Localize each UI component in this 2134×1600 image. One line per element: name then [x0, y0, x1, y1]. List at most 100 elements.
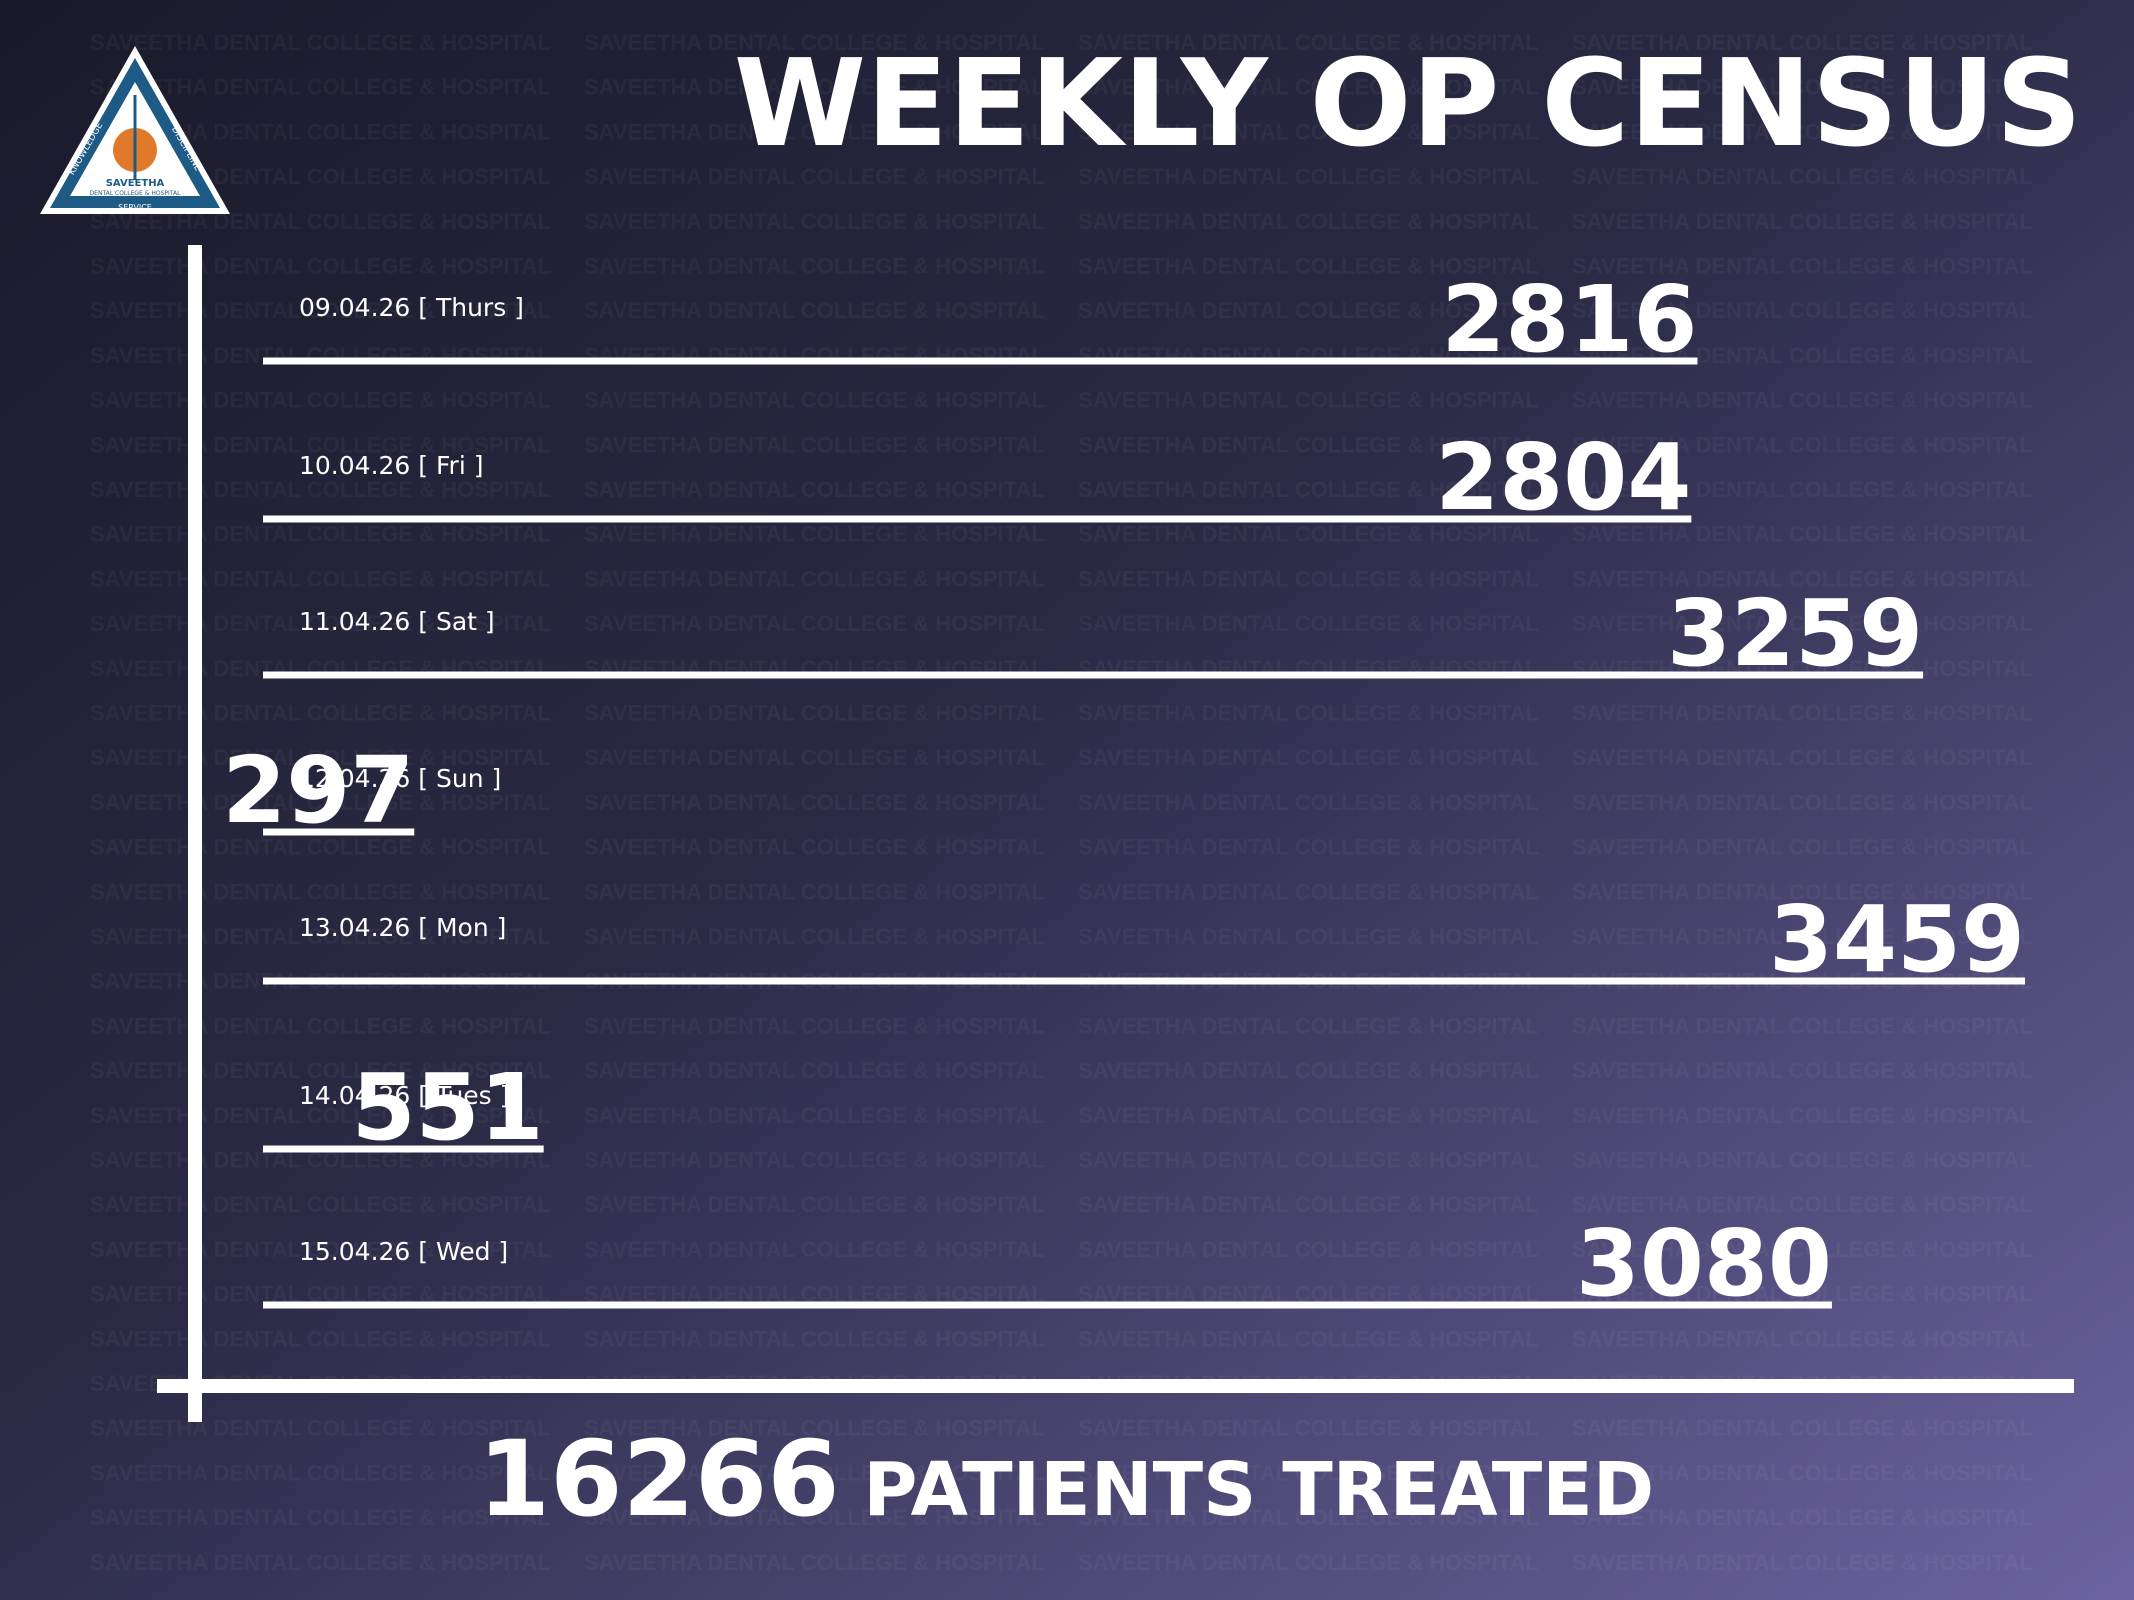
watermark: SAVEETHA DENTAL COLLEGE & HOSPITAL — [584, 119, 1045, 144]
category-label: 13.04.26 [ Mon ] — [299, 913, 506, 942]
watermark: SAVEETHA DENTAL COLLEGE & HOSPITAL — [1572, 1148, 2033, 1173]
watermark: SAVEETHA DENTAL COLLEGE & HOSPITAL — [1572, 1326, 2033, 1351]
watermark: SAVEETHA DENTAL COLLEGE & HOSPITAL — [1572, 254, 2033, 279]
watermark: SAVEETHA DENTAL COLLEGE & HOSPITAL — [584, 432, 1045, 457]
watermark: SAVEETHA DENTAL COLLEGE & HOSPITAL — [1572, 879, 2033, 904]
watermark: SAVEETHA DENTAL COLLEGE & HOSPITAL — [1078, 879, 1539, 904]
watermark: SAVEETHA DENTAL COLLEGE & HOSPITAL — [1572, 835, 2033, 860]
watermark: SAVEETHA DENTAL COLLEGE & HOSPITAL — [1572, 432, 2033, 457]
watermark: SAVEETHA DENTAL COLLEGE & HOSPITAL — [1572, 1192, 2033, 1217]
watermark: SAVEETHA DENTAL COLLEGE & HOSPITAL — [1078, 254, 1539, 279]
watermark: SAVEETHA DENTAL COLLEGE & HOSPITAL — [90, 1237, 551, 1262]
watermark: SAVEETHA DENTAL COLLEGE & HOSPITAL — [584, 1460, 1045, 1485]
watermark: SAVEETHA DENTAL COLLEGE & HOSPITAL — [90, 745, 551, 770]
watermark: SAVEETHA DENTAL COLLEGE & HOSPITAL — [1572, 1505, 2033, 1530]
watermark: SAVEETHA DENTAL COLLEGE & HOSPITAL — [1078, 1505, 1539, 1530]
watermark: SAVEETHA DENTAL COLLEGE & HOSPITAL — [584, 790, 1045, 815]
watermark: SAVEETHA DENTAL COLLEGE & HOSPITAL — [90, 1103, 551, 1128]
watermark: SAVEETHA DENTAL COLLEGE & HOSPITAL — [90, 924, 551, 949]
value-label: 297 — [222, 737, 414, 844]
watermark: SAVEETHA DENTAL COLLEGE & HOSPITAL — [584, 298, 1045, 323]
watermark: SAVEETHA DENTAL COLLEGE & HOSPITAL — [90, 1058, 551, 1083]
watermark: SAVEETHA DENTAL COLLEGE & HOSPITAL — [1572, 522, 2033, 547]
watermark: SAVEETHA DENTAL COLLEGE & HOSPITAL — [584, 924, 1045, 949]
watermark: SAVEETHA DENTAL COLLEGE & HOSPITAL — [584, 879, 1045, 904]
watermark: SAVEETHA DENTAL COLLEGE & HOSPITAL — [584, 701, 1045, 726]
watermark: SAVEETHA DENTAL COLLEGE & HOSPITAL — [1572, 1237, 2033, 1262]
watermark: SAVEETHA DENTAL COLLEGE & HOSPITAL — [1572, 209, 2033, 234]
category-label: 09.04.26 [ Thurs ] — [299, 293, 524, 322]
watermark: SAVEETHA DENTAL COLLEGE & HOSPITAL — [90, 701, 551, 726]
category-label: 14.04.26 [ Tues ] — [299, 1081, 509, 1110]
watermark: SAVEETHA DENTAL COLLEGE & HOSPITAL — [90, 611, 551, 636]
logo-subname: DENTAL COLLEGE & HOSPITAL — [90, 190, 182, 197]
watermark: SAVEETHA DENTAL COLLEGE & HOSPITAL — [1572, 924, 2033, 949]
watermark: SAVEETHA DENTAL COLLEGE & HOSPITAL — [90, 1326, 551, 1351]
watermark: SAVEETHA DENTAL COLLEGE & HOSPITAL — [1078, 1103, 1539, 1128]
watermark: SAVEETHA DENTAL COLLEGE & HOSPITAL — [584, 477, 1045, 502]
watermark: SAVEETHA DENTAL COLLEGE & HOSPITAL — [584, 254, 1045, 279]
watermark: SAVEETHA DENTAL COLLEGE & HOSPITAL — [1572, 611, 2033, 636]
watermark: SAVEETHA DENTAL COLLEGE & HOSPITAL — [1572, 30, 2033, 55]
watermark: SAVEETHA DENTAL COLLEGE & HOSPITAL — [1572, 298, 2033, 323]
watermark: SAVEETHA DENTAL COLLEGE & HOSPITAL — [1572, 701, 2033, 726]
value-label: 3080 — [1576, 1210, 1832, 1317]
watermark: SAVEETHA DENTAL COLLEGE & HOSPITAL — [90, 1550, 551, 1575]
watermark: SAVEETHA DENTAL COLLEGE & HOSPITAL — [1078, 164, 1539, 189]
watermark: SAVEETHA DENTAL COLLEGE & HOSPITAL — [1078, 209, 1539, 234]
watermark: SAVEETHA DENTAL COLLEGE & HOSPITAL — [90, 1013, 551, 1038]
watermark: SAVEETHA DENTAL COLLEGE & HOSPITAL — [1572, 164, 2033, 189]
watermark: SAVEETHA DENTAL COLLEGE & HOSPITAL — [1078, 1550, 1539, 1575]
watermark: SAVEETHA DENTAL COLLEGE & HOSPITAL — [1078, 388, 1539, 413]
watermark: SAVEETHA DENTAL COLLEGE & HOSPITAL — [584, 611, 1045, 636]
logo-name: SAVEETHA — [106, 178, 165, 189]
watermark: SAVEETHA DENTAL COLLEGE & HOSPITAL — [90, 1416, 551, 1441]
watermark: SAVEETHA DENTAL COLLEGE & HOSPITAL — [1078, 477, 1539, 502]
category-label: 10.04.26 [ Fri ] — [299, 451, 483, 480]
watermark: SAVEETHA DENTAL COLLEGE & HOSPITAL — [1572, 388, 2033, 413]
value-label: 2816 — [1441, 266, 1697, 373]
watermark: SAVEETHA DENTAL COLLEGE & HOSPITAL — [584, 1550, 1045, 1575]
watermark: SAVEETHA DENTAL COLLEGE & HOSPITAL — [584, 164, 1045, 189]
watermark: SAVEETHA DENTAL COLLEGE & HOSPITAL — [584, 566, 1045, 591]
watermark: SAVEETHA DENTAL COLLEGE & HOSPITAL — [90, 566, 551, 591]
watermark: SAVEETHA DENTAL COLLEGE & HOSPITAL — [1078, 1192, 1539, 1217]
watermark: SAVEETHA DENTAL COLLEGE & HOSPITAL — [1078, 1013, 1539, 1038]
logo: KNOWLEDGE DISCIPLINE SAVEETHA DENTAL COL… — [40, 46, 230, 214]
watermark: SAVEETHA DENTAL COLLEGE & HOSPITAL — [1078, 924, 1539, 949]
watermark: SAVEETHA DENTAL COLLEGE & HOSPITAL — [90, 75, 551, 100]
watermark: SAVEETHA DENTAL COLLEGE & HOSPITAL — [584, 1416, 1045, 1441]
watermark: SAVEETHA DENTAL COLLEGE & HOSPITAL — [1078, 1460, 1539, 1485]
watermark: SAVEETHA DENTAL COLLEGE & HOSPITAL — [584, 30, 1045, 55]
watermark: SAVEETHA DENTAL COLLEGE & HOSPITAL — [584, 835, 1045, 860]
watermark: SAVEETHA DENTAL COLLEGE & HOSPITAL — [584, 388, 1045, 413]
total: 16266 PATIENTS TREATED — [478, 1418, 1654, 1540]
total-value: 16266 — [478, 1418, 840, 1540]
category-label: 11.04.26 [ Sat ] — [299, 607, 495, 636]
watermark: SAVEETHA DENTAL COLLEGE & HOSPITAL — [584, 209, 1045, 234]
watermark: SAVEETHA DENTAL COLLEGE & HOSPITAL — [90, 522, 551, 547]
watermark: SAVEETHA DENTAL COLLEGE & HOSPITAL — [1572, 745, 2033, 770]
chart-title: WEEKLY OP CENSUS — [734, 35, 2082, 174]
value-label: 551 — [352, 1054, 544, 1161]
watermark: SAVEETHA DENTAL COLLEGE & HOSPITAL — [90, 477, 551, 502]
watermark: SAVEETHA DENTAL COLLEGE & HOSPITAL — [584, 1013, 1045, 1038]
watermark: SAVEETHA DENTAL COLLEGE & HOSPITAL — [1078, 745, 1539, 770]
watermark: SAVEETHA DENTAL COLLEGE & HOSPITAL — [1078, 432, 1539, 457]
watermark: SAVEETHA DENTAL COLLEGE & HOSPITAL — [90, 432, 551, 457]
watermark: SAVEETHA DENTAL COLLEGE & HOSPITAL — [1572, 75, 2033, 100]
watermark: SAVEETHA DENTAL COLLEGE & HOSPITAL — [1572, 477, 2033, 502]
watermark: SAVEETHA DENTAL COLLEGE & HOSPITAL — [584, 1103, 1045, 1128]
watermark: SAVEETHA DENTAL COLLEGE & HOSPITAL — [1078, 1058, 1539, 1083]
watermark: SAVEETHA DENTAL COLLEGE & HOSPITAL — [1572, 1103, 2033, 1128]
watermark: SAVEETHA DENTAL COLLEGE & HOSPITAL — [90, 835, 551, 860]
watermark: SAVEETHA DENTAL COLLEGE & HOSPITAL — [1572, 1550, 2033, 1575]
watermark: SAVEETHA DENTAL COLLEGE & HOSPITAL — [1078, 1148, 1539, 1173]
watermark: SAVEETHA DENTAL COLLEGE & HOSPITAL — [1572, 1013, 2033, 1038]
value-label: 2804 — [1435, 424, 1691, 531]
watermark: SAVEETHA DENTAL COLLEGE & HOSPITAL — [584, 1326, 1045, 1351]
value-label: 3459 — [1769, 886, 2025, 993]
